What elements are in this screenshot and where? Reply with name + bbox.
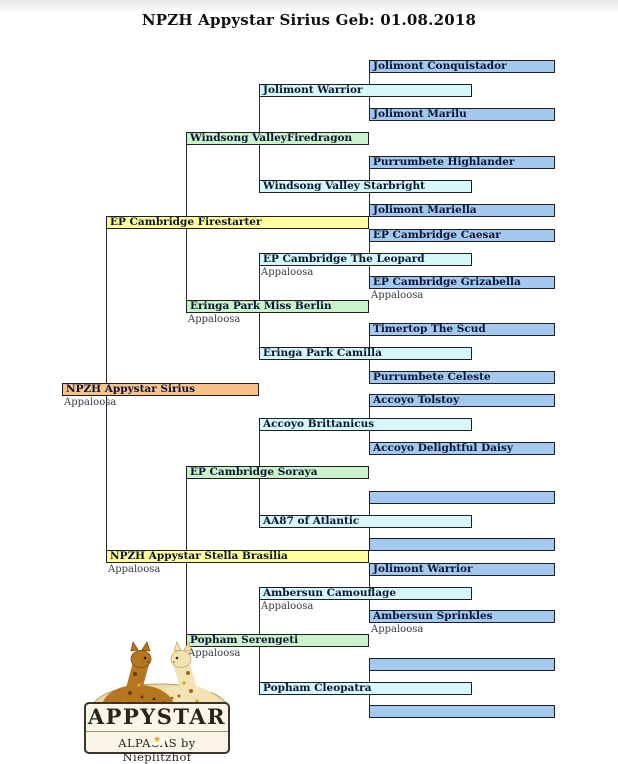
pedigree-sublabel-ambersun-sprinkles: Appaloosa xyxy=(371,624,424,635)
pedigree-box-npzh-appystar-sirius: NPZH Appystar Sirius xyxy=(62,383,259,396)
pedigree-box-ep-cambridge-caesar: EP Cambridge Caesar xyxy=(369,229,555,242)
pedigree-box-windsong-valleyfiredragon: Windsong ValleyFiredragon xyxy=(186,132,369,145)
pedigree-box-jolimont-warrior: Jolimont Warrior xyxy=(259,84,472,97)
pedigree-box-purrumbete-celeste: Purrumbete Celeste xyxy=(369,371,555,384)
pedigree-box-accoyo-delightful-daisy: Accoyo Delightful Daisy xyxy=(369,442,555,455)
pedigree-box-popham-cleopatra: Popham Cleopatra xyxy=(259,681,472,695)
pedigree-box-ep-cambridge-firestarter: EP Cambridge Firestarter xyxy=(106,215,369,229)
pedigree-sublabel-npzh-appystar-stella-brasilia: Appaloosa xyxy=(108,564,161,576)
pedigree-box-aa87-of-atlantic: AA87 of Atlantic xyxy=(259,514,472,528)
pedigree-box-timertop-the-scud: Timertop The Scud xyxy=(369,323,555,336)
pedigree-box-jolimont-marilu: Jolimont Marilu xyxy=(369,108,555,121)
logo-divider-rule xyxy=(86,731,228,732)
pedigree-box-ep-cambridge-the-leopard: EP Cambridge The Leopard xyxy=(259,252,472,266)
pedigree-box-ep-cambridge-soraya: EP Cambridge Soraya xyxy=(186,466,369,480)
logo-sign: APPYSTAR ★ ALPACAS by Nieplitzhof xyxy=(84,702,230,764)
pedigree-box-jolimont-conquistador: Jolimont Conquistador xyxy=(369,60,555,73)
pedigree-sublabel-eringa-park-miss-berlin: Appaloosa xyxy=(188,313,241,325)
pedigree-box-npzh-appystar-stella-brasilia: NPZH Appystar Stella Brasilia xyxy=(106,550,369,564)
pedigree-sublabel-ep-cambridge-the-leopard: Appaloosa xyxy=(261,266,314,278)
pedigree-box-popham-serengeti: Popham Serengeti xyxy=(186,634,369,647)
pedigree-box-eringa-park-camilla: Eringa Park Camilla xyxy=(259,347,472,360)
logo-title: APPYSTAR xyxy=(87,704,227,729)
pedigree-sublabel-npzh-appystar-sirius: Appaloosa xyxy=(64,397,117,408)
pedigree-box-ambersun-sprinkles: Ambersun Sprinkles xyxy=(369,610,555,623)
pedigree-box-eringa-park-miss-berlin: Eringa Park Miss Berlin xyxy=(186,299,369,313)
pedigree-sublabel-ep-cambridge-grizabella: Appaloosa xyxy=(371,290,424,301)
pedigree-box-unknown-2 xyxy=(369,538,555,551)
pedigree-box-accoyo-tolstoy: Accoyo Tolstoy xyxy=(369,394,555,407)
pedigree-box-purrumbete-highlander: Purrumbete Highlander xyxy=(369,156,555,169)
page-top-shade xyxy=(0,0,618,14)
logo-divider: ★ xyxy=(86,727,228,745)
page-title: NPZH Appystar Sirius Geb: 01.08.2018 xyxy=(141,11,477,29)
pedigree-box-ambersun-camouflage: Ambersun Camouflage xyxy=(259,586,472,600)
pedigree-box-windsong-valley-starbright: Windsong Valley Starbright xyxy=(259,180,472,193)
pedigree-box-accoyo-brittanicus: Accoyo Brittanicus xyxy=(259,418,472,431)
pedigree-box-jolimont-mariella: Jolimont Mariella xyxy=(369,204,555,217)
pedigree-box-unknown-3 xyxy=(369,658,555,671)
appystar-logo: APPYSTAR ★ ALPACAS by Nieplitzhof xyxy=(80,641,250,764)
pedigree-box-jolimont-warrior-2: Jolimont Warrior xyxy=(369,563,555,576)
pedigree-sublabel-popham-serengeti: Appaloosa xyxy=(188,648,241,659)
pedigree-box-ep-cambridge-grizabella: EP Cambridge Grizabella xyxy=(369,276,555,289)
pedigree-box-unknown-4 xyxy=(369,705,555,718)
star-icon: ★ xyxy=(148,736,166,745)
pedigree-box-unknown-1 xyxy=(369,491,555,504)
pedigree-sublabel-ambersun-camouflage: Appaloosa xyxy=(261,600,314,612)
